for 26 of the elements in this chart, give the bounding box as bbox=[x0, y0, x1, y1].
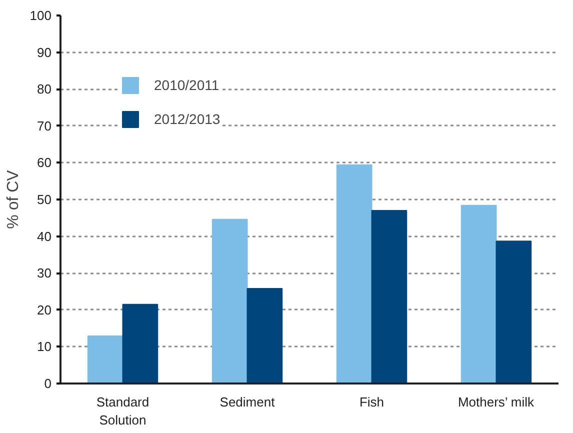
y-tick-label: 30 bbox=[37, 266, 52, 281]
y-axis-title: % of CV bbox=[4, 170, 22, 229]
y-tick-label: 100 bbox=[30, 8, 52, 23]
bar bbox=[371, 210, 408, 384]
x-tick-label: Sediment bbox=[220, 394, 276, 410]
bar bbox=[496, 240, 532, 384]
y-tick-label: 0 bbox=[44, 376, 52, 391]
bar bbox=[246, 288, 283, 384]
legend-label: 2010/2011 bbox=[154, 77, 220, 93]
legend-label: 2012/2013 bbox=[154, 111, 220, 127]
bar bbox=[336, 164, 372, 384]
y-tick-label: 10 bbox=[37, 339, 52, 354]
y-tick-label: 60 bbox=[37, 155, 52, 170]
bar bbox=[212, 218, 248, 384]
bar bbox=[460, 204, 497, 384]
x-tick-label: Mothers’ milk bbox=[458, 394, 535, 410]
x-tick-label: Fish bbox=[359, 394, 384, 410]
y-tick-label: 40 bbox=[37, 228, 52, 244]
y-tick-label: 20 bbox=[37, 302, 52, 318]
bar bbox=[122, 304, 158, 384]
y-tick-label: 70 bbox=[37, 118, 52, 134]
y-tick-label: 80 bbox=[37, 82, 52, 97]
y-tick-label: 90 bbox=[37, 44, 52, 60]
bar bbox=[87, 336, 124, 384]
y-tick-label: 50 bbox=[37, 192, 52, 207]
x-tick-label: Standard Solution bbox=[96, 394, 150, 428]
